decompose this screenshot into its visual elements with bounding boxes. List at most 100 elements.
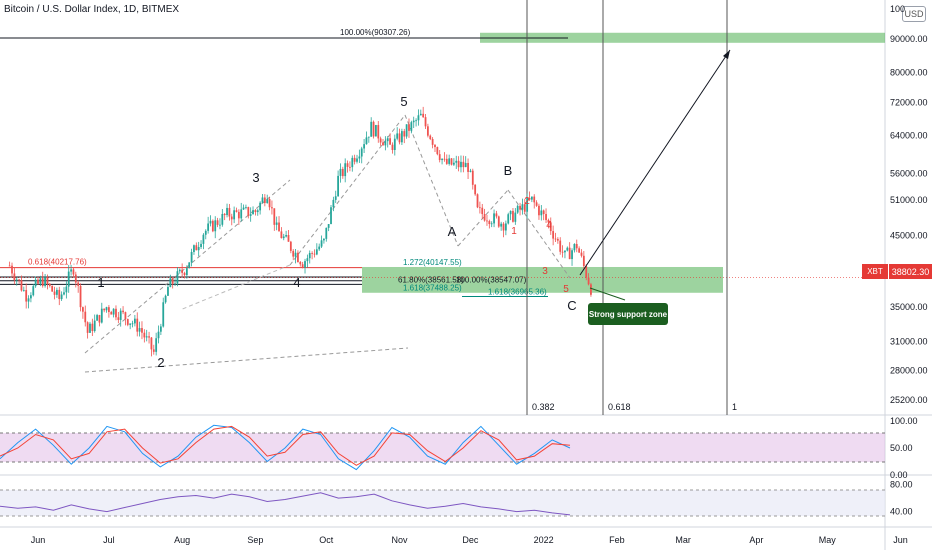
candle-body [22, 290, 25, 291]
x-tick-label: Sep [247, 535, 263, 545]
candle-body [98, 315, 101, 323]
candle-body [176, 271, 179, 284]
candle-body [249, 214, 252, 216]
candle-body [11, 265, 13, 274]
candle-body [252, 210, 254, 215]
candle-body [200, 243, 202, 248]
time-fib-label-2: 1 [732, 402, 737, 412]
candle-body [304, 261, 306, 268]
candle-body [204, 230, 207, 235]
candle-body [389, 138, 391, 145]
candle-body [504, 223, 507, 231]
candle-body [65, 286, 68, 293]
candle-body [202, 234, 205, 244]
candle-body [188, 262, 191, 269]
candle-body [223, 213, 226, 216]
candle-body [457, 160, 460, 168]
y-tick-label: 100 [890, 4, 905, 14]
candle-body [431, 139, 434, 145]
candle-body [240, 209, 243, 219]
candle-body [39, 278, 42, 284]
candle-body [554, 238, 557, 240]
candle-body [245, 207, 247, 208]
candle-body [582, 255, 585, 267]
candle-body [53, 291, 56, 295]
candle-body [136, 318, 139, 332]
y-tick-label: 56000.00 [890, 169, 928, 179]
candle-body [226, 207, 228, 216]
sub-wave-label-3: 3 [542, 266, 548, 277]
candle-body [8, 265, 11, 267]
candle-body [585, 266, 588, 278]
x-tick-label: May [819, 535, 837, 545]
rsi-tick-label: 80.00 [890, 480, 913, 490]
x-tick-label: Jul [103, 535, 115, 545]
candle-body [282, 236, 285, 239]
candle-body [74, 274, 77, 283]
candle-body [287, 235, 290, 242]
candle-body [297, 252, 299, 263]
candle-body [495, 213, 498, 217]
candle-body [259, 202, 262, 211]
candle-body [344, 163, 347, 177]
candle-body [327, 224, 330, 228]
candle-body [143, 332, 146, 338]
candle-body [254, 210, 257, 213]
sub-wave-label-2: 2 [524, 196, 530, 207]
candle-body [181, 269, 184, 273]
candle-body [174, 283, 176, 285]
candle-body [405, 124, 408, 137]
candle-body [415, 120, 417, 122]
candle-body [528, 197, 531, 200]
support-zone-1 [480, 32, 885, 43]
candle-body [471, 170, 474, 185]
correction-line-b [457, 189, 509, 247]
candle-body [285, 235, 288, 237]
stoch-tick-label: 0.00 [890, 470, 908, 480]
candle-body [263, 197, 266, 204]
candle-body [559, 240, 562, 252]
candle-body [145, 336, 148, 338]
sub-wave-label-4: 4 [546, 220, 552, 231]
candle-body [81, 307, 84, 312]
candle-body [209, 220, 212, 224]
candle-body [221, 213, 224, 225]
candle-body [573, 243, 576, 251]
candle-body [41, 278, 44, 286]
stoch-line-1 [0, 425, 571, 466]
candle-body [334, 196, 337, 200]
candle-body [396, 133, 399, 139]
candle-body [261, 197, 264, 203]
candle-body [372, 121, 375, 137]
candle-body [266, 199, 269, 204]
wave-label-C: C [567, 298, 576, 313]
candle-body [242, 207, 245, 210]
candle-body [450, 158, 453, 165]
candle-body [509, 210, 512, 215]
candle-body [578, 248, 581, 253]
rsi-tick-label: 40.00 [890, 507, 913, 517]
candle-body [377, 125, 380, 139]
candle-body [27, 298, 30, 302]
candle-body [367, 136, 370, 138]
candle-body [70, 269, 72, 272]
currency-button[interactable]: USD [902, 6, 926, 22]
candle-body [195, 245, 198, 251]
candle-body [526, 197, 529, 212]
last-price-badge: 38802.30 [889, 264, 932, 279]
candle-body [46, 277, 49, 284]
y-tick-label: 31000.00 [890, 336, 928, 346]
x-tick-label: Oct [319, 535, 334, 545]
channel-line-upper [289, 114, 406, 266]
sub-wave-label-1: 1 [511, 226, 517, 237]
candle-body [502, 223, 505, 231]
level-label-top: 100.00%(90307.26) [340, 28, 411, 37]
symbol-badge: XBT [862, 264, 888, 279]
candle-body [233, 210, 236, 220]
candle-body [289, 241, 292, 251]
candle-body [490, 223, 493, 225]
candle-body [412, 120, 415, 123]
candle-body [126, 319, 129, 325]
candle-body [150, 337, 153, 350]
candle-body [360, 148, 363, 157]
